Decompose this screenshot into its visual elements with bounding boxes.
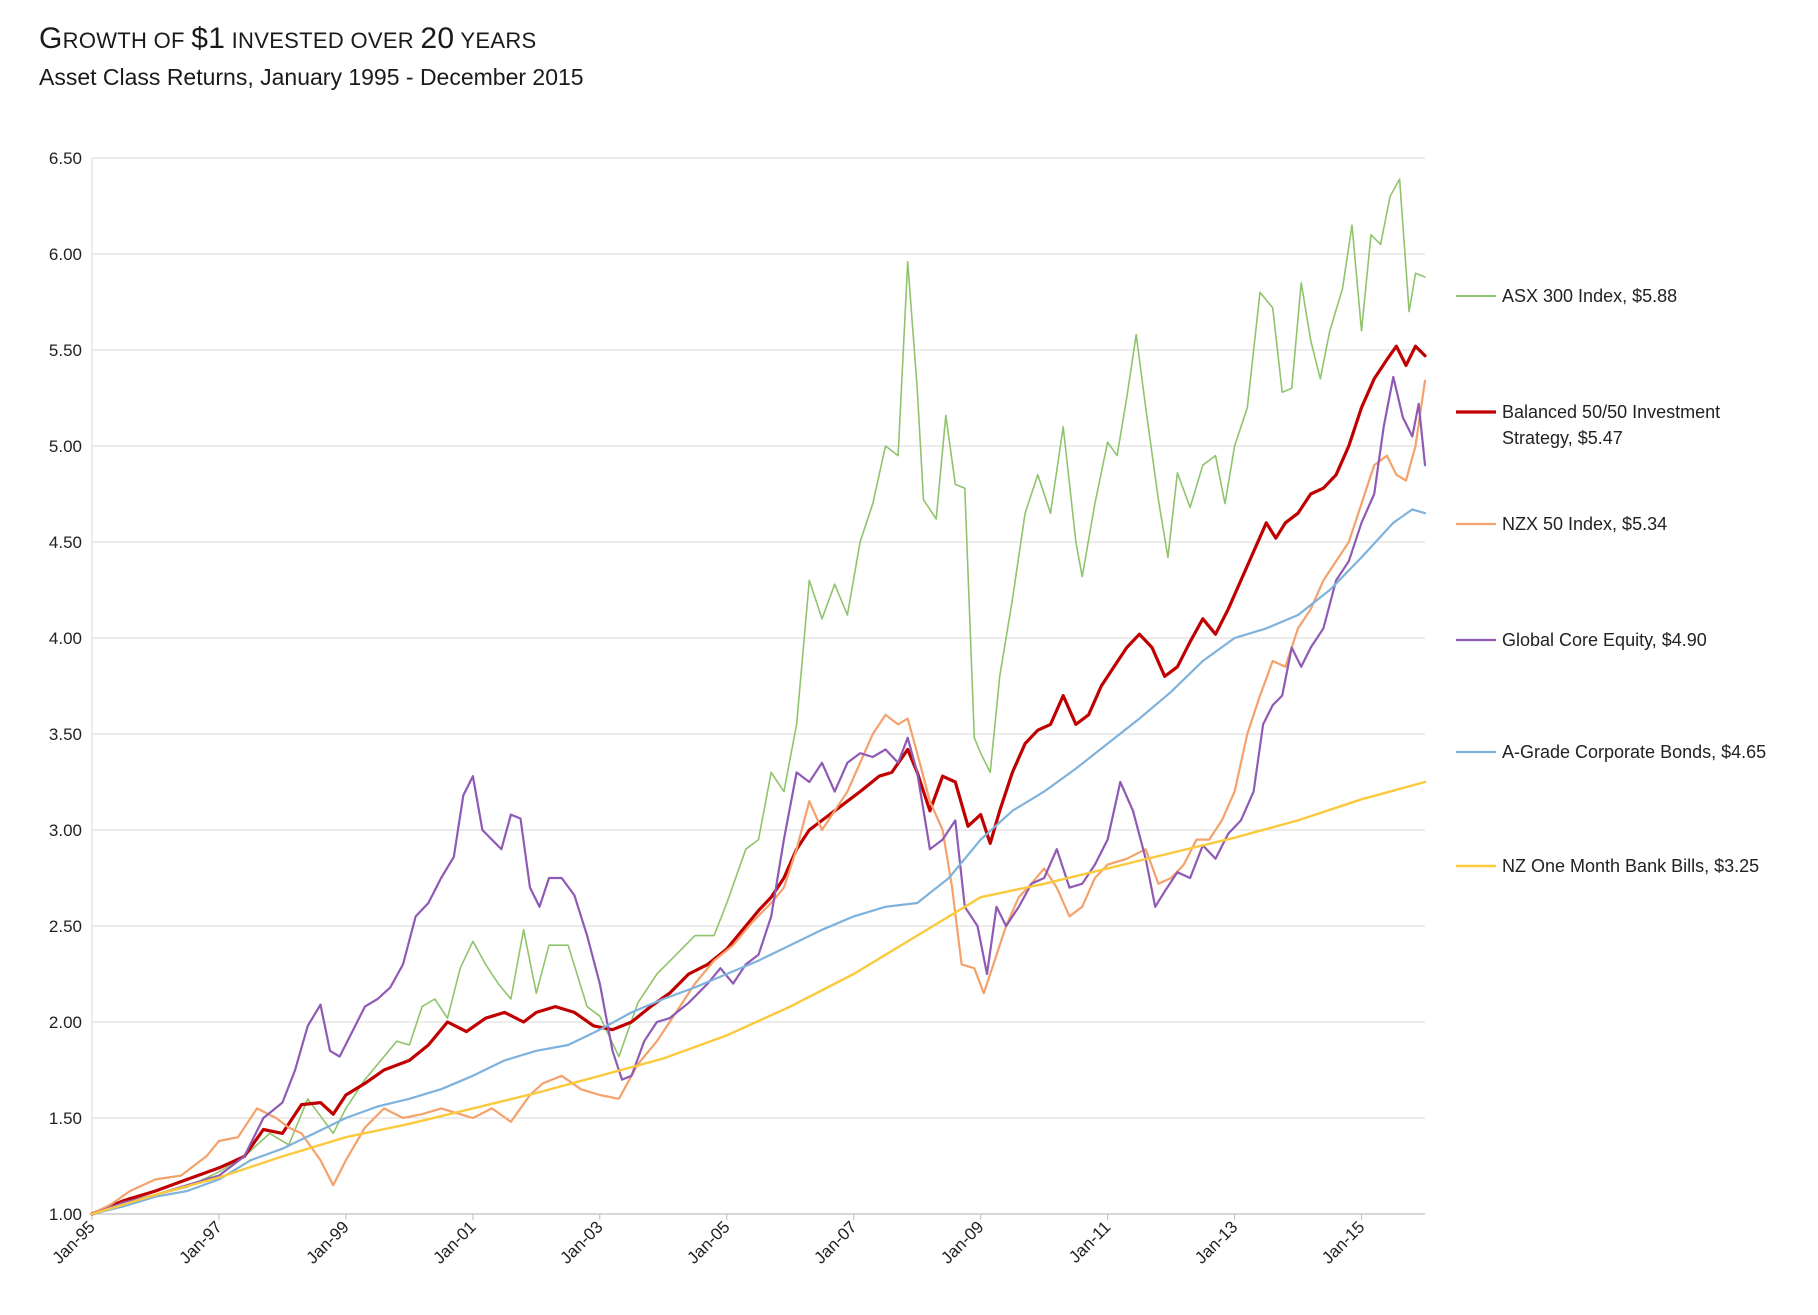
series-line-2 [90, 344, 1427, 1216]
y-tick-label: 5.50 [49, 341, 82, 360]
x-tick-label: Jan-01 [429, 1217, 479, 1267]
legend-label: ASX 300 Index, $5.88 [1502, 286, 1677, 306]
y-tick-label: 2.50 [49, 917, 82, 936]
x-tick-label: Jan-09 [937, 1217, 987, 1267]
y-tick-label: 3.00 [49, 821, 82, 840]
x-tick-label: Jan-99 [303, 1217, 353, 1267]
y-tick-label: 3.50 [49, 725, 82, 744]
legend: ASX 300 Index, $5.88 Balanced 50/50 Inves… [1456, 286, 1766, 876]
gridlines [92, 157, 1425, 1119]
legend-label: NZX 50 Index, $5.34 [1502, 514, 1667, 534]
y-tick-label: 6.00 [49, 245, 82, 264]
y-tick-label: 6.50 [49, 149, 82, 168]
y-tick-label: 1.50 [49, 1109, 82, 1128]
legend-label-line: Balanced 50/50 Investment [1502, 402, 1720, 422]
y-tick-label: 5.00 [49, 437, 82, 456]
series-line-4 [90, 375, 1427, 1216]
title-first-letter: G [39, 22, 63, 55]
title-part-1: ROWTH OF [62, 28, 192, 53]
x-tick-label: Jan-97 [176, 1217, 226, 1267]
y-tick-label: 4.50 [49, 533, 82, 552]
title-number: 20 [420, 22, 455, 55]
axes: 1.00 1.50 2.00 2.50 3.00 3.50 4.00 4.50 5.00 5.50… [49, 149, 1425, 1268]
y-tick-label: 4.00 [49, 629, 82, 648]
series-line-1 [91, 178, 1426, 1215]
y-tick-label: 2.00 [49, 1013, 82, 1032]
title-part-2: INVESTED OVER [225, 28, 421, 53]
x-tick-label: Jan-11 [1065, 1217, 1114, 1266]
title-dollar: $1 [191, 22, 226, 55]
x-tick-label: Jan-95 [49, 1217, 99, 1267]
chart-title: GROWTH OF $1 INVESTED OVER 20 YEARS [39, 22, 537, 56]
legend-label: Balanced 50/50 Investment Strategy, $5.47 [1502, 402, 1720, 448]
legend-label: Global Core Equity, $4.90 [1502, 630, 1707, 650]
y-tick-label: 1.00 [49, 1205, 82, 1224]
legend-label: NZ One Month Bank Bills, $3.25 [1502, 856, 1759, 876]
series-lines [90, 178, 1427, 1216]
x-tick-label: Jan-05 [683, 1217, 733, 1267]
series-line-5 [90, 508, 1427, 1216]
series-line-3 [90, 379, 1427, 1216]
title-part-3: YEARS [454, 28, 537, 53]
x-tick-label: Jan-15 [1318, 1217, 1368, 1267]
series-line-6 [90, 780, 1427, 1216]
x-tick-label: Jan-03 [556, 1217, 606, 1267]
x-tick-label: Jan-13 [1191, 1217, 1241, 1267]
chart-subtitle: Asset Class Returns, January 1995 - Dece… [39, 64, 584, 90]
x-tick-label: Jan-07 [810, 1217, 860, 1267]
legend-label-line: Strategy, $5.47 [1502, 428, 1623, 448]
legend-label: A-Grade Corporate Bonds, $4.65 [1502, 742, 1766, 762]
